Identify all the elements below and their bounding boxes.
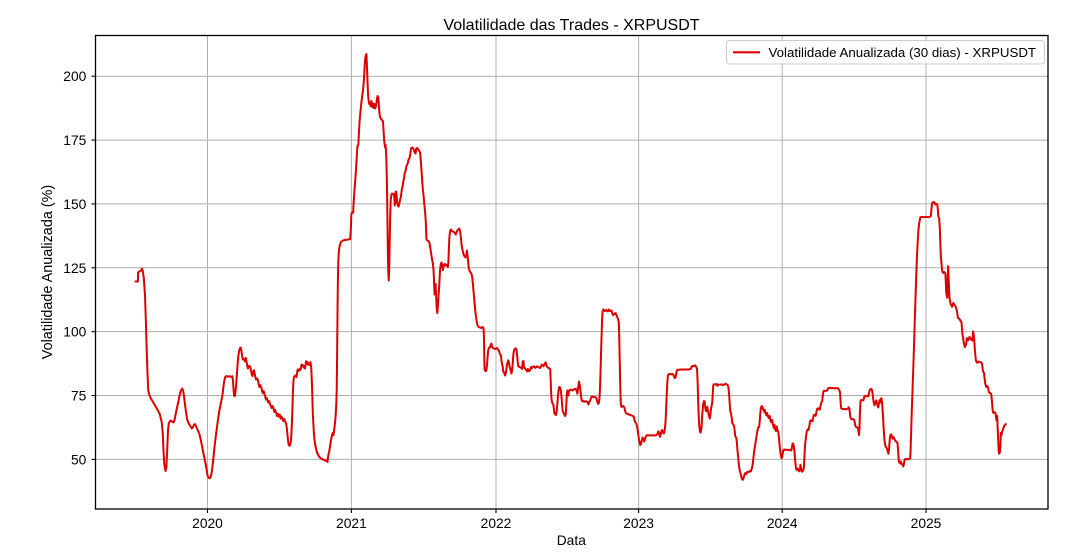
svg-text:200: 200: [63, 69, 86, 84]
svg-text:50: 50: [71, 452, 87, 467]
svg-text:Data: Data: [557, 533, 586, 548]
svg-text:150: 150: [63, 197, 86, 212]
svg-text:175: 175: [63, 133, 86, 148]
svg-text:125: 125: [63, 261, 86, 276]
svg-text:2024: 2024: [767, 516, 798, 531]
svg-text:Volatilidade Anualizada (30 di: Volatilidade Anualizada (30 dias) - XRPU…: [769, 45, 1037, 60]
svg-text:Volatilidade das Trades - XRPU: Volatilidade das Trades - XRPUSDT: [443, 17, 699, 34]
svg-text:75: 75: [71, 389, 87, 404]
svg-text:2021: 2021: [336, 516, 367, 531]
svg-text:100: 100: [63, 325, 86, 340]
svg-text:2025: 2025: [911, 516, 942, 531]
svg-text:2022: 2022: [481, 516, 512, 531]
svg-text:Volatilidade Anualizada (%): Volatilidade Anualizada (%): [40, 185, 56, 359]
svg-text:2020: 2020: [192, 516, 223, 531]
svg-text:2023: 2023: [623, 516, 654, 531]
